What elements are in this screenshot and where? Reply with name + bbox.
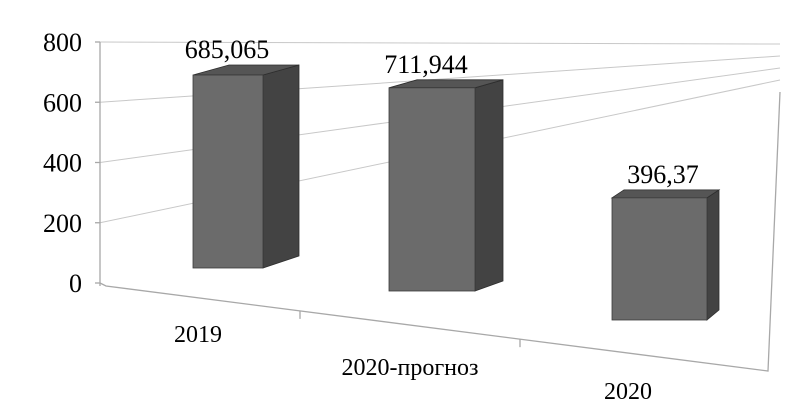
bar-2019 [192,64,300,269]
bar-front-face [611,197,708,321]
data-label: 685,065 [185,35,270,64]
bar-front-face [388,87,476,292]
y-tick-label: 800 [43,28,82,57]
category-labels: 2019 2020-прогноз 2020 [174,322,652,403]
bar-side-face [474,79,504,292]
bar-2020 [610,189,721,321]
data-label: 396,37 [627,160,699,189]
bar-top-face [610,189,721,199]
y-tick-label: 400 [43,149,82,178]
axes [95,41,781,372]
bars [192,64,721,321]
x-category-label: 2020-прогноз [341,355,478,381]
x-category-label: 2019 [174,322,222,348]
bar-side-face [706,189,720,321]
bar-2020-прогноз [388,79,504,292]
y-tick-label: 0 [69,269,82,298]
bar-side-face [262,64,300,269]
y-tick-label: 600 [43,88,82,117]
data-labels: 685,065 711,944 396,37 [185,35,699,189]
gridline-800 [99,41,781,45]
bar-front-face [192,74,264,269]
floor-outline [99,91,781,372]
y-tick-label: 200 [43,209,82,238]
y-axis-tick-labels: 0 200 400 600 800 [43,28,82,298]
data-label: 711,944 [384,50,468,79]
x-category-label: 2020 [604,379,652,403]
